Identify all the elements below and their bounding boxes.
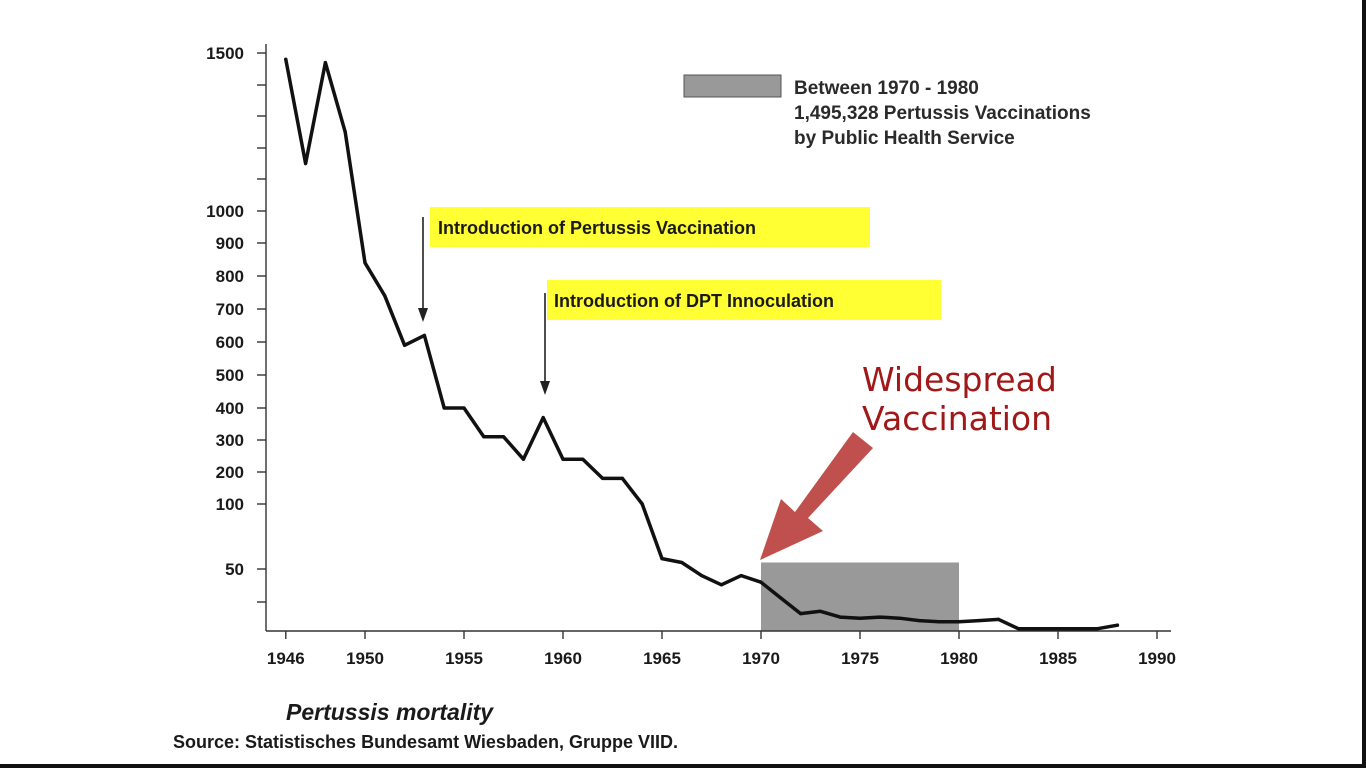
mortality-point-1957 xyxy=(502,435,506,439)
mortality-point-1981 xyxy=(977,619,981,623)
x-tick-label-1946: 1946 xyxy=(267,649,305,668)
callout-dpt-highlight xyxy=(547,280,941,320)
y-tick-label-1500: 1500 xyxy=(206,44,244,63)
callout-pertussis-text: Introduction of Pertussis Vaccination xyxy=(438,218,756,238)
mortality-point-1955 xyxy=(462,406,466,410)
mortality-point-1969 xyxy=(739,574,743,578)
mortality-point-1959 xyxy=(541,416,545,420)
legend-line-3: by Public Health Service xyxy=(794,128,1015,149)
mortality-point-1973 xyxy=(818,609,823,613)
chart-source: Source: Statistisches Bundesamt Wiesbade… xyxy=(173,732,678,752)
mortality-point-1978 xyxy=(917,619,922,623)
mortality-point-1965 xyxy=(660,557,664,561)
chart-title: Pertussis mortality xyxy=(286,699,494,725)
mortality-point-1963 xyxy=(620,476,625,480)
mortality-point-1952 xyxy=(403,343,407,347)
widespread-text-line-1: Widespread xyxy=(862,360,1057,399)
x-tick-label-1975: 1975 xyxy=(841,649,879,668)
y-tick-label-200: 200 xyxy=(216,463,244,482)
mortality-point-1987 xyxy=(1096,627,1100,631)
y-tick-label-900: 900 xyxy=(216,234,244,253)
mortality-point-1988 xyxy=(1115,623,1119,627)
widespread-arrow xyxy=(760,432,873,560)
mortality-point-1968 xyxy=(719,583,724,587)
mortality-point-1985 xyxy=(1056,627,1060,631)
mortality-point-1946 xyxy=(284,57,288,62)
mortality-point-1956 xyxy=(482,435,486,439)
y-tick-label-400: 400 xyxy=(216,399,244,418)
mortality-point-1953 xyxy=(422,333,426,337)
mortality-point-1951 xyxy=(383,294,387,298)
mortality-point-1986 xyxy=(1076,627,1080,631)
frame-edge-bottom xyxy=(0,764,1366,768)
x-tick-label-1970: 1970 xyxy=(742,649,780,668)
mortality-point-1982 xyxy=(997,617,1001,622)
mortality-point-1961 xyxy=(581,457,585,461)
callout-pertussis-highlight xyxy=(430,207,870,247)
mortality-point-1983 xyxy=(1016,627,1021,631)
mortality-point-1980 xyxy=(957,620,961,624)
mortality-point-1977 xyxy=(898,616,902,620)
x-tick-label-1965: 1965 xyxy=(643,649,681,668)
mortality-point-1970 xyxy=(759,580,763,584)
mortality-point-1947 xyxy=(304,161,308,166)
y-tick-label-600: 600 xyxy=(216,333,244,352)
legend-line-1: Between 1970 - 1980 xyxy=(794,78,979,99)
x-tick-label-1990: 1990 xyxy=(1138,649,1176,668)
y-tick-label-300: 300 xyxy=(216,431,244,450)
legend-swatch xyxy=(683,74,782,98)
x-tick-label-1950: 1950 xyxy=(346,649,384,668)
x-tick-label-1980: 1980 xyxy=(940,649,978,668)
mortality-point-1971 xyxy=(779,596,783,600)
mortality-point-1949 xyxy=(343,130,347,134)
mortality-point-1966 xyxy=(680,560,684,565)
widespread-text-line-2: Vaccination xyxy=(862,399,1052,438)
x-tick-label-1960: 1960 xyxy=(544,649,582,668)
mortality-point-1972 xyxy=(799,612,803,616)
mortality-point-1979 xyxy=(937,620,941,624)
mortality-point-1974 xyxy=(838,615,842,619)
y-tick-label-50: 50 xyxy=(225,560,244,579)
mortality-point-1967 xyxy=(700,574,704,578)
mortality-point-1962 xyxy=(601,476,605,480)
legend-line-2: 1,495,328 Pertussis Vaccinations xyxy=(794,103,1091,124)
x-tick-label-1985: 1985 xyxy=(1039,649,1077,668)
callout-pertussis-arrowhead xyxy=(418,308,428,322)
mortality-point-1975 xyxy=(858,616,862,620)
mortality-point-1948 xyxy=(323,61,327,65)
mortality-point-1950 xyxy=(363,261,367,265)
mortality-point-1954 xyxy=(442,406,446,410)
y-tick-label-1000: 1000 xyxy=(206,202,244,221)
mortality-point-1976 xyxy=(878,615,882,619)
frame-edge-right xyxy=(1362,0,1366,768)
y-tick-label-700: 700 xyxy=(216,300,244,319)
x-tick-label-1955: 1955 xyxy=(445,649,483,668)
callout-dpt-text: Introduction of DPT Innoculation xyxy=(554,291,834,311)
mortality-point-1964 xyxy=(640,502,644,506)
callout-dpt-arrowhead xyxy=(540,381,550,395)
y-tick-label-800: 800 xyxy=(216,267,244,286)
axes-group: 1500 1000 900 800 700 600 500 400 300 200 100 50 194… xyxy=(206,44,1176,668)
y-tick-label-100: 100 xyxy=(216,495,244,514)
y-tick-label-500: 500 xyxy=(216,366,244,385)
series-group xyxy=(284,57,1120,631)
mortality-point-1984 xyxy=(1036,627,1040,631)
mortality-point-1958 xyxy=(521,457,526,461)
mortality-point-1960 xyxy=(561,457,565,461)
